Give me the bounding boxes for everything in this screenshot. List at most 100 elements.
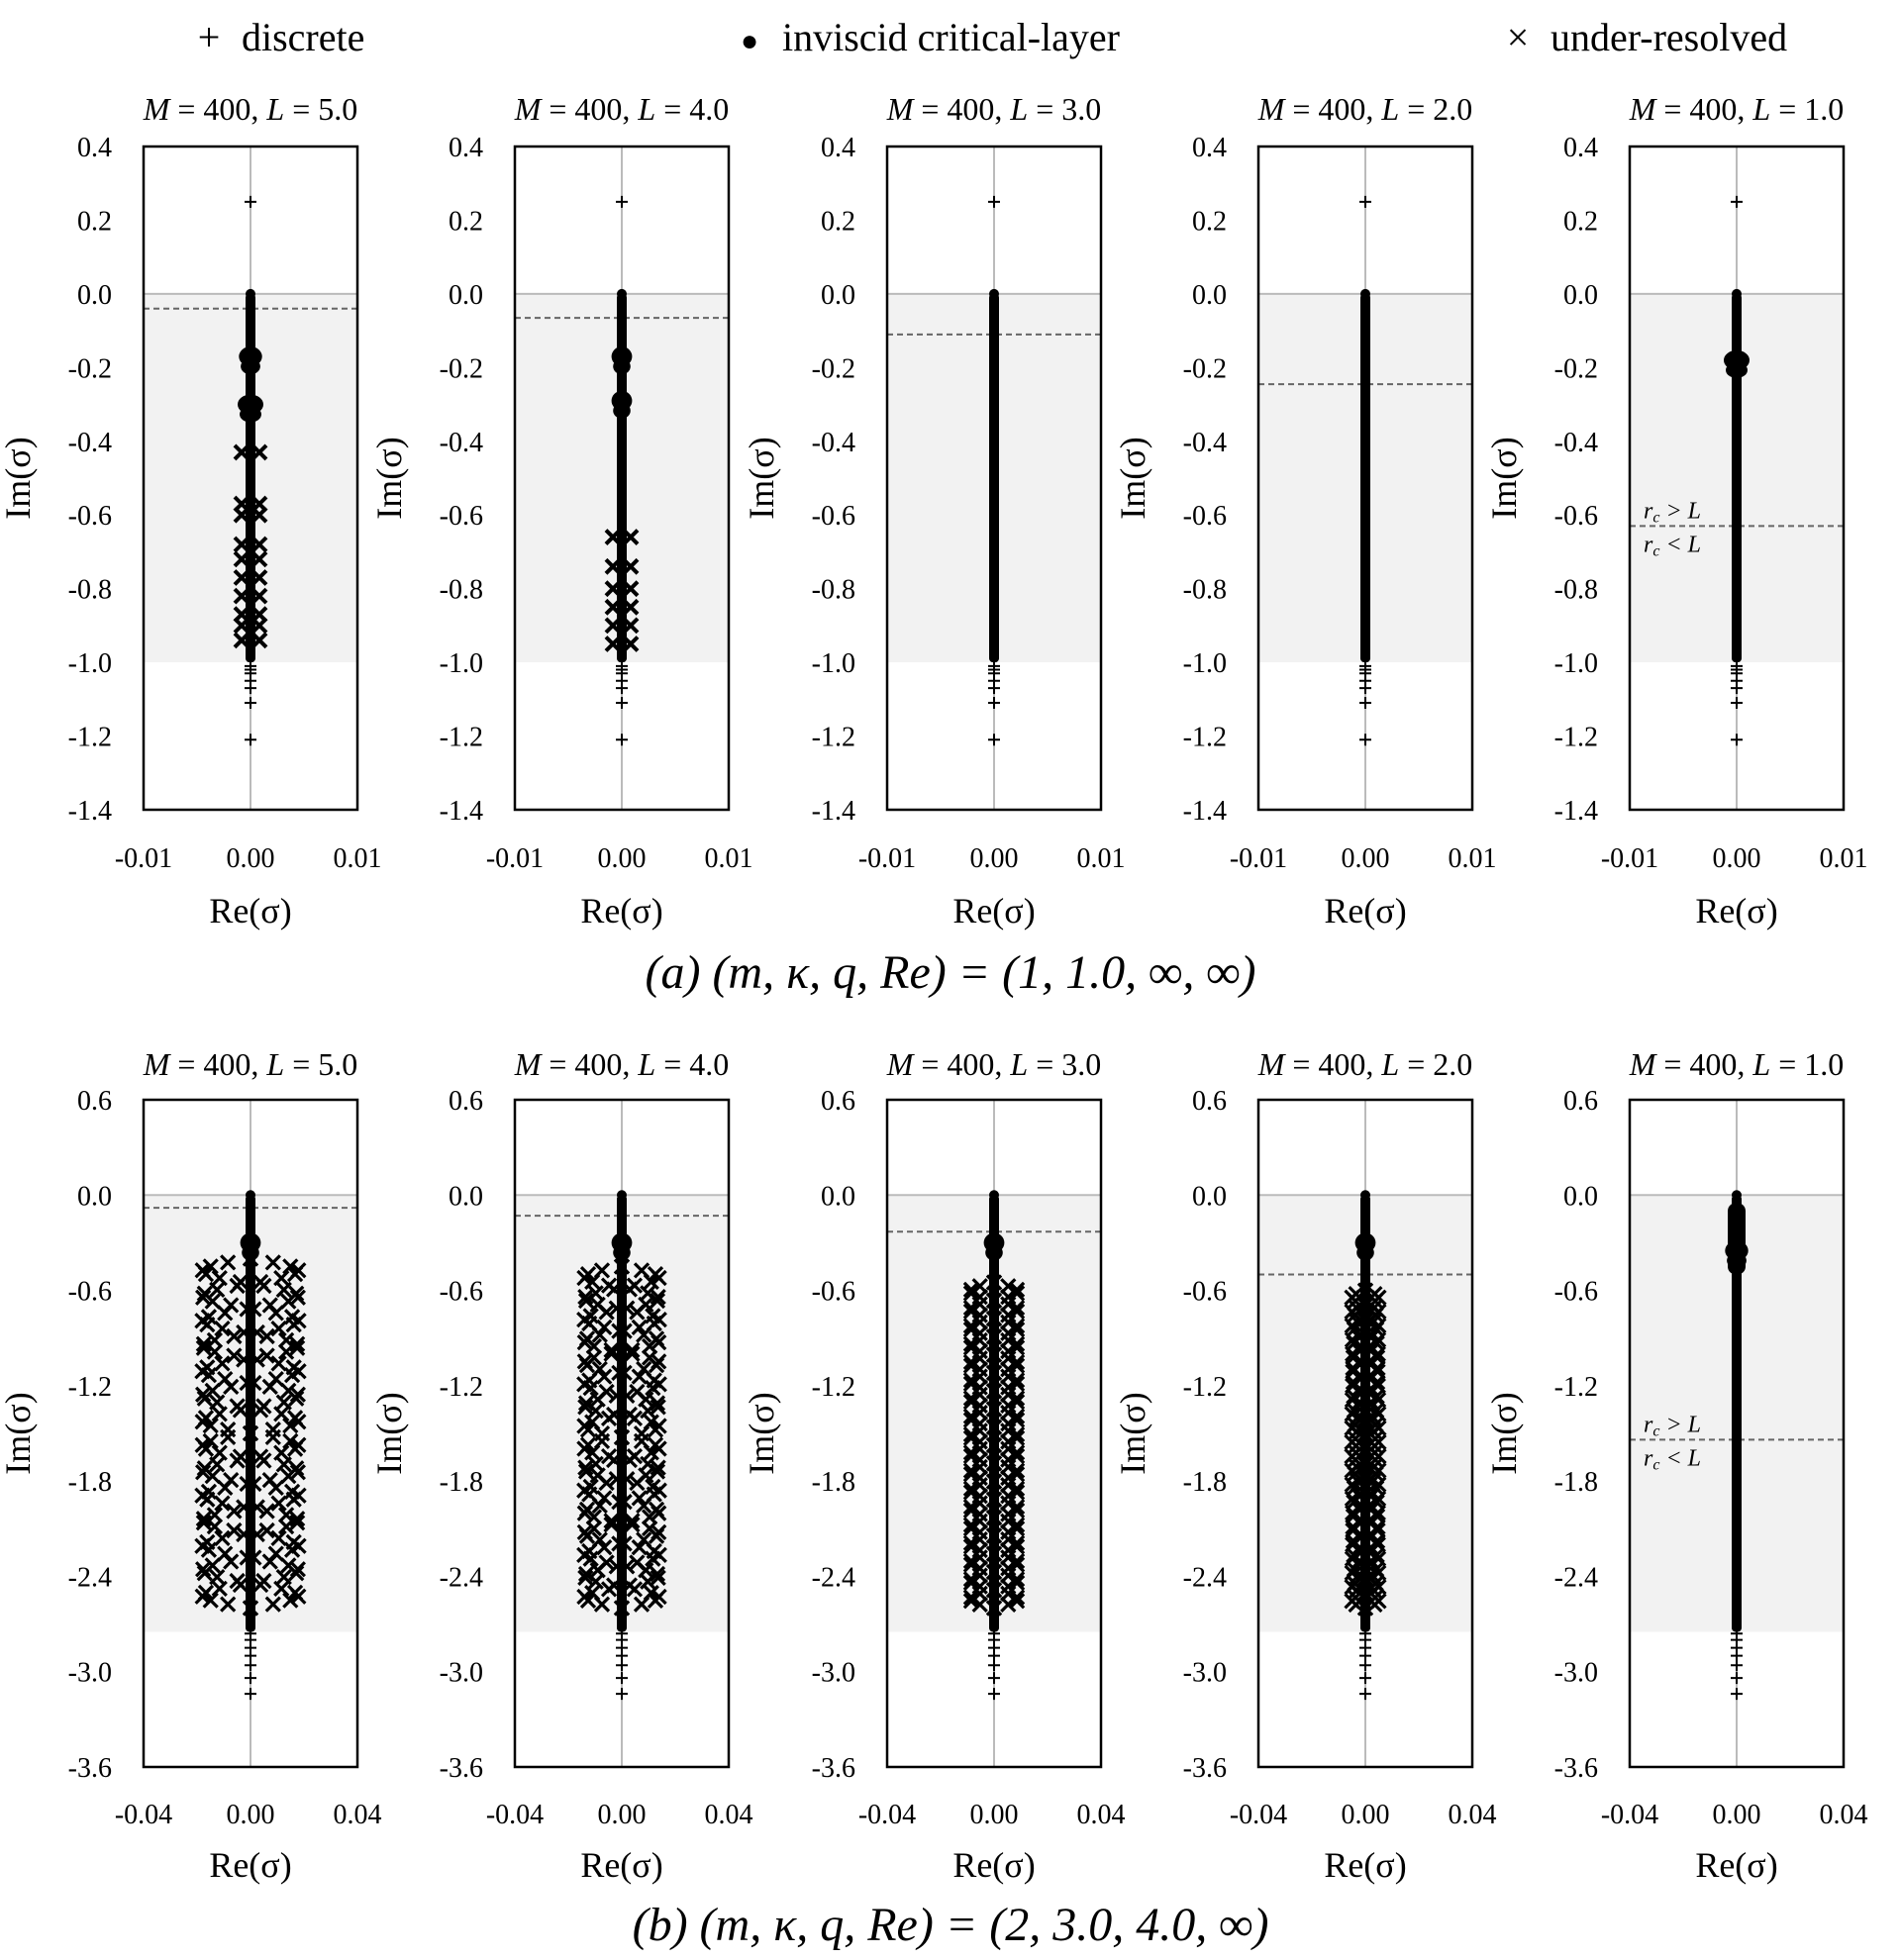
- y-axis-label: Im(σ): [1484, 1392, 1524, 1474]
- under-resolved-marker: [576, 1269, 593, 1287]
- x-tick-label: -0.04: [1601, 1800, 1658, 1830]
- panel-title: M = 400, L = 3.0: [886, 91, 1102, 127]
- y-tick-label: 0.2: [449, 206, 483, 237]
- x-axis-label: Re(σ): [209, 891, 291, 931]
- discrete-marker: [1359, 697, 1371, 710]
- plot-frame: [513, 1098, 731, 1769]
- under-resolved-marker: [275, 1394, 292, 1411]
- under-resolved-marker: [211, 1269, 228, 1287]
- under-resolved-marker: [604, 598, 622, 616]
- panel-b-4: M = 400, L = 2.0 0.6 0.0 -0.6 -1.2 -1.8 -2.4 -3…: [1113, 1046, 1497, 1885]
- under-resolved-marker: [289, 1335, 306, 1352]
- under-resolved-marker: [246, 1301, 262, 1318]
- panel-title: M = 400, L = 2.0: [1257, 1046, 1473, 1082]
- panel-title: M = 400, L = 1.0: [1629, 1046, 1845, 1082]
- under-resolved-marker: [985, 1455, 1003, 1472]
- panel-a-3: M = 400, L = 3.0 0.4 0.2 0.0 -0.2 -0.4 -0.6 -0.…: [742, 91, 1126, 931]
- y-tick-label: -2.4: [68, 1562, 112, 1593]
- panel-b-3: M = 400, L = 3.0 0.6 0.0 -0.6 -1.2 -1.8 -2.4 -3…: [742, 1046, 1126, 1885]
- y-tick-label: 0.0: [77, 1181, 112, 1212]
- under-resolved-marker: [197, 1266, 215, 1283]
- under-resolved-marker: [1348, 1596, 1364, 1614]
- y-tick-label: 0.6: [821, 1086, 855, 1117]
- under-resolved-marker: [647, 1592, 664, 1609]
- y-tick-label: -3.6: [1183, 1753, 1227, 1784]
- annotation-sub: c: [1652, 509, 1659, 526]
- inviscid-point: [246, 1190, 255, 1201]
- under-resolved-marker: [199, 1317, 216, 1333]
- discrete-marker: [1731, 1688, 1743, 1701]
- panel-title-part: L: [1380, 1046, 1399, 1082]
- under-resolved-marker: [596, 1490, 613, 1507]
- under-resolved-marker: [220, 1596, 237, 1613]
- annotation-r: r: [1644, 1445, 1653, 1471]
- y-tick-label: 0.0: [1192, 280, 1227, 311]
- under-resolved-marker: [206, 1507, 224, 1523]
- y-tick-label: -2.4: [440, 1562, 483, 1593]
- under-resolved-marker: [194, 1588, 211, 1605]
- discrete-marker: [988, 1672, 1000, 1685]
- y-tick-label: -3.0: [440, 1658, 483, 1689]
- y-tick-label: 0.6: [77, 1086, 112, 1117]
- under-resolved-marker: [275, 1281, 292, 1298]
- under-resolved-marker: [584, 1273, 601, 1290]
- under-resolved-marker: [202, 1258, 219, 1275]
- under-resolved-marker: [606, 1451, 623, 1469]
- y-tick-label: -1.2: [68, 1372, 112, 1403]
- under-resolved-marker: [606, 1281, 623, 1298]
- inviscid-point-cluster: [985, 1244, 1003, 1261]
- under-resolved-marker: [650, 1269, 667, 1287]
- y-tick-label: 0.2: [1563, 206, 1598, 237]
- x-tick-label: -0.01: [1601, 843, 1658, 874]
- under-resolved-marker: [985, 1274, 1003, 1291]
- under-resolved-marker: [616, 1494, 633, 1511]
- y-tick-label: -0.2: [440, 353, 483, 384]
- under-resolved-marker: [1008, 1593, 1026, 1610]
- y-axis-label: Im(σ): [1113, 1392, 1152, 1474]
- x-tick-label: 0.01: [1449, 843, 1497, 874]
- under-resolved-marker: [604, 580, 622, 598]
- under-resolved-marker: [1000, 1596, 1017, 1614]
- under-resolved-marker: [236, 1525, 252, 1543]
- panel-title: M = 400, L = 4.0: [514, 1046, 730, 1082]
- under-resolved-marker: [579, 1592, 597, 1609]
- panel-title-part: = 4.0: [655, 91, 729, 127]
- under-resolved-marker: [258, 1347, 275, 1364]
- annotation-rest: < L: [1659, 1445, 1701, 1471]
- panel-title: M = 400, L = 5.0: [143, 1046, 358, 1082]
- under-resolved-marker: [289, 1386, 306, 1403]
- under-resolved-marker: [233, 443, 250, 461]
- inviscid-critical-layer-series: [1360, 293, 1370, 663]
- y-tick-label: -0.6: [1183, 1277, 1227, 1308]
- discrete-marker: [1359, 682, 1371, 695]
- under-resolved-marker: [613, 1258, 631, 1275]
- panel-title-part: = 400,: [541, 1046, 638, 1082]
- x-tick-label: 0.00: [598, 1800, 647, 1830]
- under-resolved-marker: [650, 1399, 666, 1416]
- y-tick-label: -0.2: [68, 353, 112, 384]
- panel-title-part: = 400,: [169, 91, 266, 127]
- annotation-below: rc < L: [1644, 532, 1701, 559]
- x-axis-label: Re(σ): [952, 1845, 1035, 1885]
- x-tick-label: 0.01: [334, 843, 382, 874]
- under-resolved-marker: [985, 1527, 1003, 1544]
- under-resolved-marker: [282, 1258, 299, 1275]
- inviscid-point: [617, 1190, 627, 1201]
- discrete-marker: [245, 1659, 256, 1672]
- under-resolved-marker: [239, 1549, 255, 1566]
- under-resolved-marker: [624, 1341, 641, 1358]
- panel-b-5: M = 400, L = 1.0 0.6 0.0 -0.6 -1.2 -1.8 -2.4 -3…: [1484, 1046, 1868, 1885]
- under-resolved-marker: [283, 1367, 301, 1384]
- y-tick-label: -3.0: [1183, 1658, 1227, 1689]
- under-resolved-marker: [616, 1535, 633, 1552]
- under-resolved-marker: [576, 1334, 593, 1351]
- panel-title-part: = 400,: [913, 1046, 1010, 1082]
- annotation-r: r: [1644, 498, 1653, 524]
- under-resolved-marker: [985, 1582, 1003, 1599]
- under-resolved-marker: [232, 1402, 250, 1419]
- plus-marker-icon: +: [197, 15, 221, 59]
- y-tick-label: -0.6: [812, 1277, 855, 1308]
- panel-title-part: M: [1629, 1046, 1658, 1082]
- under-resolved-marker: [277, 1507, 295, 1523]
- under-resolved-marker: [217, 1305, 234, 1322]
